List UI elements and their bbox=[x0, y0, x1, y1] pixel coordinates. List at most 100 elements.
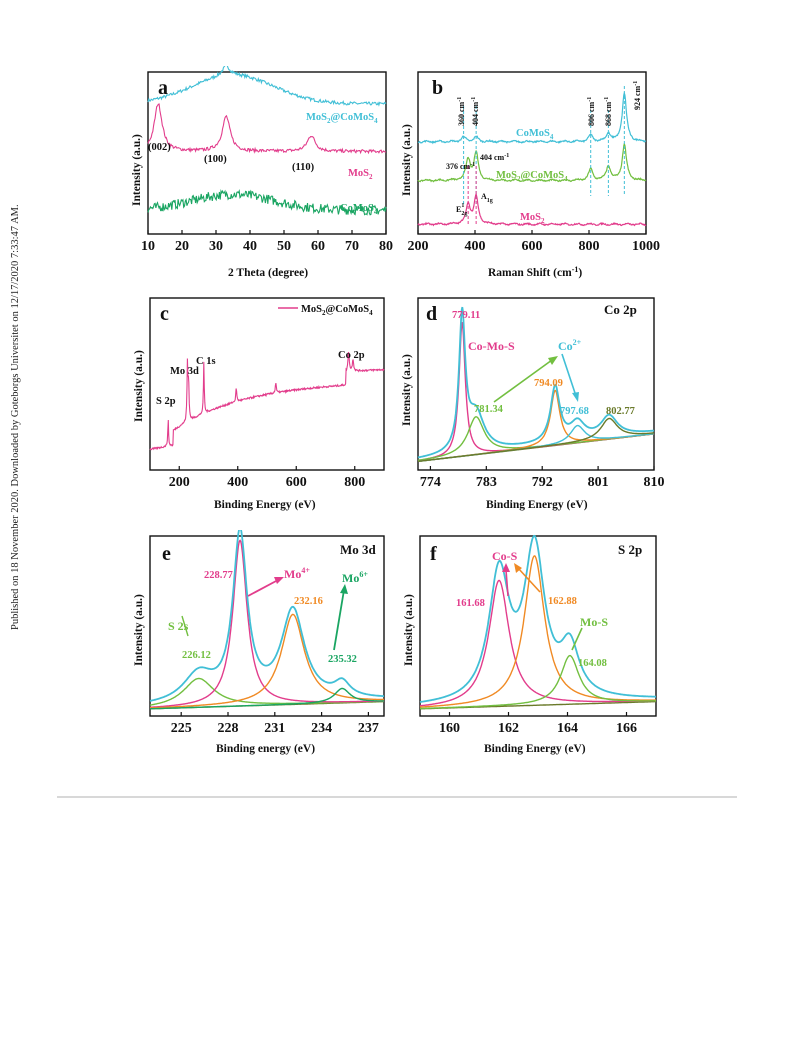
label-781: 781.34 bbox=[474, 404, 504, 415]
panel-c: c 200 400 600 800 MoS2@CoMoS4 S 2p Mo 3d C … bbox=[133, 297, 385, 511]
arrow-line-e2 bbox=[247, 579, 279, 597]
plot-frame-a bbox=[147, 71, 387, 235]
mid-label-404: 404 cm-1 bbox=[480, 153, 509, 162]
arrow-head-f2 bbox=[514, 563, 522, 573]
panel-f: f S 2p 160 162 164 166 Co-S 161.68 162.88 M… bbox=[403, 534, 657, 755]
arrow-line-f3 bbox=[571, 627, 583, 651]
arrow-line-d2 bbox=[561, 353, 577, 397]
x-axis-label-f: Binding Energy (eV) bbox=[484, 743, 586, 755]
envelope-e bbox=[149, 530, 384, 702]
x-tick-label-e-4: 237 bbox=[358, 721, 379, 736]
arrow-head-f1 bbox=[502, 563, 510, 572]
x-tick-label-a-4: 50 bbox=[277, 239, 291, 254]
series-a-0 bbox=[147, 66, 387, 107]
panel-e: e Mo 3d 225 228 231 234 237 S 2s 226.12 228.… bbox=[133, 530, 385, 755]
peak-label-mo3d: Mo 3d bbox=[170, 366, 199, 377]
envelope-f bbox=[419, 534, 656, 703]
y-axis-label-f: Intensity (a.u.) bbox=[403, 594, 415, 666]
plot-frame-f bbox=[419, 535, 657, 717]
x-tick-label-b-3: 800 bbox=[579, 239, 600, 254]
label-228: 228.77 bbox=[204, 570, 233, 581]
x-tick-label-e-2: 231 bbox=[264, 721, 285, 736]
x-tick-label-d-2: 792 bbox=[532, 475, 553, 490]
y-axis-label-b: Intensity (a.u.) bbox=[401, 124, 413, 196]
x-tick-label-e-0: 225 bbox=[171, 721, 192, 736]
panel-label-d: d bbox=[426, 303, 437, 325]
peak-label-924: 924 cm-1 bbox=[633, 81, 642, 110]
plot-frame-c bbox=[149, 297, 385, 471]
label-comos: Co-Mo-S bbox=[468, 339, 515, 353]
label-802: 802.77 bbox=[606, 406, 635, 417]
panel-b: b 200 400 600 800 1000 360 cm-1 404 cm-1 806… bbox=[401, 71, 660, 279]
x-tick-label-d-1: 783 bbox=[476, 475, 497, 490]
x-tick-label-b-1: 400 bbox=[465, 239, 486, 254]
x-tick-label-f-0: 160 bbox=[439, 721, 460, 736]
label-226: 226.12 bbox=[182, 650, 211, 661]
x-tick-label-a-7: 80 bbox=[379, 239, 393, 254]
footer-divider bbox=[57, 796, 737, 798]
x-tick-label-a-6: 70 bbox=[345, 239, 359, 254]
x-tick-label-c-3: 800 bbox=[344, 475, 365, 490]
panel-label-f: f bbox=[430, 543, 437, 565]
plot-frame-d bbox=[417, 297, 655, 471]
mid-label-376: 376 cm-1 bbox=[446, 162, 475, 171]
label-232: 232.16 bbox=[294, 596, 323, 607]
envelope-d bbox=[417, 306, 655, 459]
peak-label-404: 404 cm-1 bbox=[471, 97, 480, 126]
series-b-2 bbox=[417, 191, 647, 227]
x-tick-label-c-1: 400 bbox=[227, 475, 248, 490]
label-161: 161.68 bbox=[456, 598, 485, 609]
peak-label-co2p: Co 2p bbox=[338, 350, 365, 361]
x-tick-label-c-0: 200 bbox=[169, 475, 190, 490]
series-a-1 bbox=[147, 103, 387, 155]
x-axis-label-c: Binding Energy (eV) bbox=[214, 499, 316, 511]
panel-label-b: b bbox=[432, 77, 443, 99]
x-tick-label-b-4: 1000 bbox=[632, 239, 660, 254]
arrow-line-d bbox=[493, 359, 553, 403]
arrow-head-e3 bbox=[340, 584, 348, 594]
plot-frame-e bbox=[149, 535, 385, 717]
series-a-2 bbox=[147, 189, 387, 216]
arrow-line-f2 bbox=[517, 567, 541, 593]
legend-label-c: MoS2@CoMoS4 bbox=[301, 304, 373, 317]
peak-label-s2p: S 2p bbox=[156, 396, 176, 407]
label-cos: Co-S bbox=[492, 549, 518, 563]
x-tick-label-b-2: 600 bbox=[522, 239, 543, 254]
x-tick-label-a-2: 30 bbox=[209, 239, 223, 254]
annotation-110: (110) bbox=[292, 162, 315, 173]
x-axis-label-d: Binding Energy (eV) bbox=[486, 499, 588, 511]
label-164: 164.08 bbox=[578, 658, 607, 669]
label-235: 235.32 bbox=[328, 654, 357, 665]
mode-label-e2g: E2g1 bbox=[456, 203, 467, 217]
label-series-b-2: MoS2@CoMoS4 bbox=[496, 170, 568, 183]
x-tick-label-d-3: 801 bbox=[588, 475, 609, 490]
peak-label-360: 360 cm-1 bbox=[457, 97, 466, 126]
x-tick-label-f-3: 166 bbox=[616, 721, 637, 736]
label-779: 779.11 bbox=[452, 310, 480, 321]
x-tick-label-a-5: 60 bbox=[311, 239, 325, 254]
x-tick-label-e-1: 228 bbox=[218, 721, 239, 736]
arrow-head-d bbox=[548, 356, 558, 365]
x-tick-label-c-2: 600 bbox=[286, 475, 307, 490]
x-axis-label-e: Binding energy (eV) bbox=[216, 743, 315, 755]
panel-title-f: S 2p bbox=[618, 542, 642, 557]
fit-curve-d-4 bbox=[418, 417, 655, 462]
arrow-head-e2 bbox=[274, 577, 284, 584]
y-axis-label-a: Intensity (a.u.) bbox=[131, 134, 143, 206]
label-co2plus: Co2+ bbox=[558, 338, 582, 353]
x-tick-label-d-4: 810 bbox=[644, 475, 665, 490]
plot-frame-b bbox=[417, 71, 647, 235]
label-series-a-2: MoS2 bbox=[348, 168, 373, 181]
x-tick-label-f-1: 162 bbox=[498, 721, 519, 736]
label-s2s: S 2s bbox=[168, 619, 189, 633]
mode-label-a1g: A1g bbox=[481, 192, 493, 204]
x-tick-label-f-2: 164 bbox=[557, 721, 578, 736]
label-series-a-3: CoMoS4 bbox=[340, 203, 378, 216]
arrow-head-d2 bbox=[572, 392, 579, 402]
label-794: 794.09 bbox=[534, 378, 563, 389]
peak-label-868: 868 cm-1 bbox=[604, 97, 613, 126]
peak-label-806: 806 cm-1 bbox=[587, 97, 596, 126]
y-axis-label-d: Intensity (a.u.) bbox=[401, 354, 413, 426]
panel-title-e: Mo 3d bbox=[340, 542, 377, 557]
arrow-line-e1 bbox=[181, 615, 189, 637]
